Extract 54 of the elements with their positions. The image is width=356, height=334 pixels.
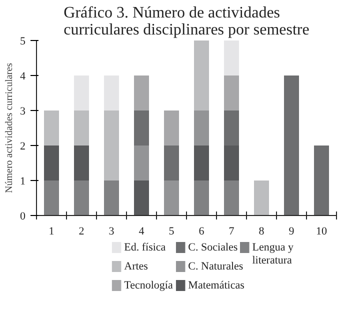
x-tick-label: 1 xyxy=(48,226,54,238)
legend-label: Ed. física xyxy=(124,242,166,254)
bar xyxy=(314,146,329,216)
bar xyxy=(224,180,239,216)
bar xyxy=(74,110,89,146)
y-tick-label: 5 xyxy=(20,36,26,48)
y-tick-label: 0 xyxy=(20,210,26,222)
bar xyxy=(74,180,89,216)
bar xyxy=(284,76,299,216)
bar xyxy=(74,76,89,110)
y-tick-label: 1 xyxy=(20,176,26,188)
bar xyxy=(44,180,59,216)
y-tick-label: 3 xyxy=(20,106,26,118)
legend-label: Tecnología xyxy=(124,280,173,292)
bar xyxy=(194,110,209,146)
x-tick-label: 5 xyxy=(168,226,175,238)
legend-label: C. Naturales xyxy=(188,260,244,272)
bar xyxy=(44,146,59,180)
bar xyxy=(134,76,149,110)
x-tick-label: 7 xyxy=(228,226,235,238)
bar xyxy=(104,180,119,216)
bar xyxy=(164,110,179,146)
bar xyxy=(194,180,209,216)
bar xyxy=(254,180,269,216)
bar xyxy=(224,40,239,76)
bar xyxy=(134,146,149,180)
bar xyxy=(224,76,239,110)
legend-label: C. Sociales xyxy=(188,242,238,254)
bar xyxy=(164,146,179,180)
bar xyxy=(104,110,119,180)
bar xyxy=(194,146,209,180)
x-tick-label: 3 xyxy=(108,226,115,238)
bar xyxy=(164,180,179,216)
bar xyxy=(104,76,119,110)
y-tick-label: 4 xyxy=(20,70,26,82)
x-tick-label: 4 xyxy=(138,226,145,238)
bar xyxy=(134,180,149,216)
bar xyxy=(44,110,59,146)
x-tick-label: 8 xyxy=(258,226,265,238)
x-tick-label: 6 xyxy=(198,226,205,238)
chart-title: Gráfico 3. Número de actividades curriculares disciplinares por semestre xyxy=(64,4,310,38)
x-tick-label: 9 xyxy=(288,226,295,238)
legend-label: Matemáticas xyxy=(188,280,244,292)
legend-label: Artes xyxy=(124,260,148,272)
y-axis-title: Número actividades curriculares xyxy=(4,62,15,193)
x-tick-label: 10 xyxy=(316,226,328,238)
bar xyxy=(134,110,149,146)
bar xyxy=(74,146,89,180)
y-tick-label: 2 xyxy=(20,140,26,152)
bar xyxy=(224,110,239,146)
bar xyxy=(194,40,209,110)
x-tick-label: 2 xyxy=(78,226,84,238)
legend-label: Lengua y literatura xyxy=(252,242,294,267)
bar xyxy=(224,146,239,180)
